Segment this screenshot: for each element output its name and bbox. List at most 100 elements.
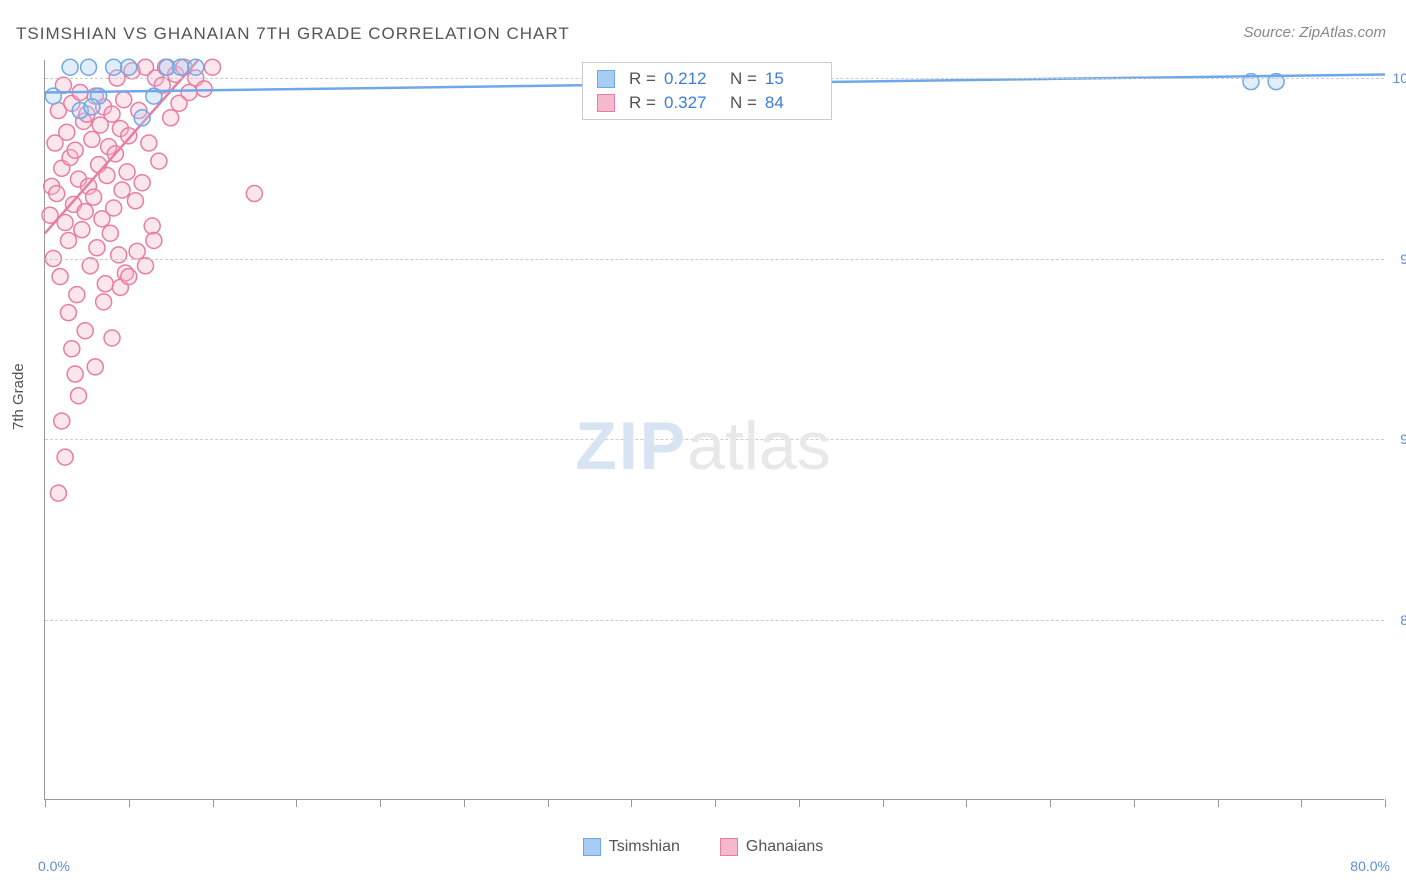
- gridline: [45, 259, 1384, 260]
- data-point: [144, 218, 160, 234]
- data-point: [67, 366, 83, 382]
- x-tick: [213, 799, 214, 807]
- stat-n-value: 15: [765, 69, 817, 89]
- data-point: [62, 59, 78, 75]
- data-point: [121, 128, 137, 144]
- data-point: [114, 182, 130, 198]
- stats-row: R = 0.327 N = 84: [583, 91, 831, 115]
- data-point: [121, 269, 137, 285]
- data-point: [59, 124, 75, 140]
- y-tick-label: 90.0%: [1390, 431, 1406, 447]
- data-point: [127, 193, 143, 209]
- data-point: [69, 287, 85, 303]
- x-tick: [296, 799, 297, 807]
- data-point: [49, 186, 65, 202]
- data-point: [45, 88, 61, 104]
- data-point: [86, 189, 102, 205]
- x-tick: [380, 799, 381, 807]
- data-point: [106, 59, 122, 75]
- x-tick: [1050, 799, 1051, 807]
- stat-n-label: N =: [730, 93, 757, 113]
- data-point: [84, 131, 100, 147]
- data-point: [97, 276, 113, 292]
- data-point: [89, 240, 105, 256]
- legend-item: Tsimshian: [583, 838, 680, 856]
- x-tick: [883, 799, 884, 807]
- data-point: [54, 413, 70, 429]
- data-point: [102, 225, 118, 241]
- data-point: [64, 341, 80, 357]
- gridline: [45, 439, 1384, 440]
- data-point: [173, 59, 189, 75]
- data-point: [77, 323, 93, 339]
- data-point: [146, 232, 162, 248]
- data-point: [77, 204, 93, 220]
- legend-swatch: [720, 838, 738, 856]
- gridline: [45, 620, 1384, 621]
- stat-n-value: 84: [765, 93, 817, 113]
- data-point: [60, 305, 76, 321]
- legend-swatch: [583, 838, 601, 856]
- data-point: [57, 449, 73, 465]
- data-point: [151, 153, 167, 169]
- x-tick: [1301, 799, 1302, 807]
- data-point: [121, 59, 137, 75]
- data-point: [134, 175, 150, 191]
- data-point: [196, 81, 212, 97]
- data-point: [52, 269, 68, 285]
- data-point: [163, 110, 179, 126]
- data-point: [82, 258, 98, 274]
- x-tick-label: 80.0%: [1350, 858, 1390, 874]
- stats-row: R = 0.212 N = 15: [583, 67, 831, 91]
- y-tick-label: 95.0%: [1390, 251, 1406, 267]
- data-point: [188, 59, 204, 75]
- x-tick: [129, 799, 130, 807]
- y-axis-label: 7th Grade: [10, 363, 27, 430]
- x-tick: [1218, 799, 1219, 807]
- data-point: [67, 142, 83, 158]
- data-point: [104, 330, 120, 346]
- data-point: [205, 59, 221, 75]
- x-tick: [548, 799, 549, 807]
- x-tick: [715, 799, 716, 807]
- data-point: [141, 135, 157, 151]
- data-point: [138, 258, 154, 274]
- x-tick: [966, 799, 967, 807]
- stat-r-label: R =: [629, 93, 656, 113]
- stat-r-value: 0.327: [664, 93, 716, 113]
- data-point: [116, 92, 132, 108]
- data-point: [104, 106, 120, 122]
- data-point: [50, 485, 66, 501]
- data-point: [181, 84, 197, 100]
- chart-title: TSIMSHIAN VS GHANAIAN 7TH GRADE CORRELAT…: [16, 24, 570, 44]
- x-tick: [1134, 799, 1135, 807]
- x-tick-label: 0.0%: [38, 858, 70, 874]
- plot-svg: [45, 60, 1384, 799]
- y-tick-label: 85.0%: [1390, 612, 1406, 628]
- legend-item: Ghanaians: [720, 838, 823, 856]
- stat-r-label: R =: [629, 69, 656, 89]
- data-point: [246, 186, 262, 202]
- data-point: [119, 164, 135, 180]
- data-point: [60, 232, 76, 248]
- stat-r-value: 0.212: [664, 69, 716, 89]
- stats-box: R = 0.212 N = 15 R = 0.327 N = 84: [582, 62, 832, 120]
- x-tick: [464, 799, 465, 807]
- data-point: [96, 294, 112, 310]
- data-point: [71, 388, 87, 404]
- x-tick: [799, 799, 800, 807]
- source-attribution: Source: ZipAtlas.com: [1243, 24, 1386, 41]
- data-point: [87, 359, 103, 375]
- x-tick: [631, 799, 632, 807]
- data-point: [74, 222, 90, 238]
- data-point: [129, 243, 145, 259]
- y-tick-label: 100.0%: [1390, 70, 1406, 86]
- stat-n-label: N =: [730, 69, 757, 89]
- bottom-legend: Tsimshian Ghanaians: [0, 838, 1406, 856]
- x-tick: [1385, 799, 1386, 807]
- data-point: [106, 200, 122, 216]
- data-point: [84, 99, 100, 115]
- data-point: [81, 59, 97, 75]
- legend-swatch: [597, 70, 615, 88]
- legend-label: Tsimshian: [609, 838, 680, 856]
